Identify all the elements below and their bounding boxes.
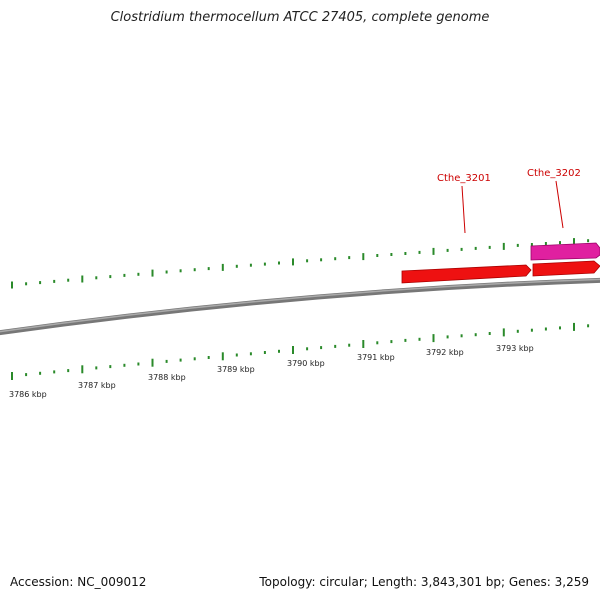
map-title: Clostridium thermocellum ATCC 27405, com… xyxy=(110,10,490,25)
gene-label-leader-cthe-3201 xyxy=(461,185,466,234)
outer-tick-track xyxy=(11,238,590,289)
kbp-label: 3789 kbp xyxy=(217,365,255,374)
genome-summary-text: Topology: circular; Length: 3,843,301 bp… xyxy=(259,575,589,589)
gene-label-leader-cthe-3202 xyxy=(555,180,564,229)
gene-cthe-3201[interactable] xyxy=(401,264,532,284)
kbp-label: 3788 kbp xyxy=(148,373,186,382)
kbp-label: 3790 kbp xyxy=(287,359,325,368)
kbp-label: 3792 kbp xyxy=(426,348,464,357)
kbp-label: 3791 kbp xyxy=(357,353,395,362)
accession-text: Accession: NC_009012 xyxy=(10,575,147,589)
gene-arrow-cthe-3202-lower xyxy=(532,260,600,277)
genome-backbone xyxy=(0,277,600,336)
genome-backbone-highlight xyxy=(0,278,600,333)
kbp-label: 3786 kbp xyxy=(9,390,47,399)
gene-cthe-3202[interactable] xyxy=(530,242,600,277)
kbp-label: 3787 kbp xyxy=(78,381,116,390)
gene-arrow-cthe-3202 xyxy=(530,242,600,261)
gene-arrow-cthe-3201 xyxy=(401,264,532,284)
gene-label-cthe-3201[interactable]: Cthe_3201 xyxy=(437,173,491,184)
inner-tick-track xyxy=(11,322,590,380)
gene-label-cthe-3202[interactable]: Cthe_3202 xyxy=(527,168,581,179)
kbp-label: 3793 kbp xyxy=(496,344,534,353)
